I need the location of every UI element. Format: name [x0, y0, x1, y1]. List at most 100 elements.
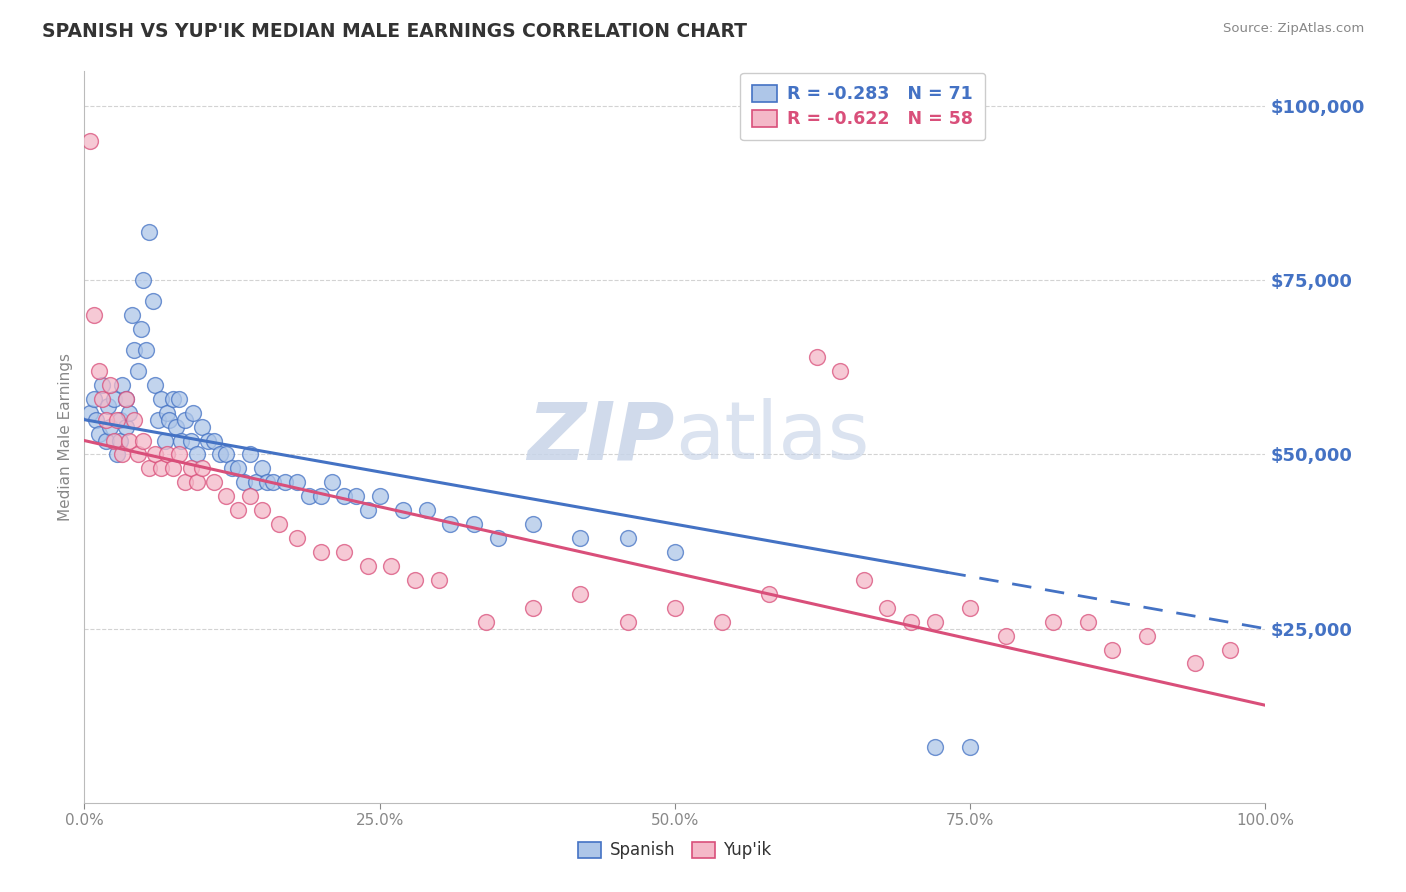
Point	[143, 448, 166, 462]
Point	[245, 475, 267, 490]
Point	[852, 573, 875, 587]
Point	[173, 412, 195, 426]
Point	[1136, 629, 1159, 643]
Point	[157, 412, 180, 426]
Point	[226, 461, 249, 475]
Point	[127, 448, 149, 462]
Point	[180, 461, 202, 475]
Point	[118, 406, 141, 420]
Point	[357, 558, 380, 573]
Point	[142, 294, 165, 309]
Point	[114, 392, 136, 406]
Point	[285, 531, 308, 545]
Text: Source: ZipAtlas.com: Source: ZipAtlas.com	[1223, 22, 1364, 36]
Point	[924, 615, 946, 629]
Text: SPANISH VS YUP'IK MEDIAN MALE EARNINGS CORRELATION CHART: SPANISH VS YUP'IK MEDIAN MALE EARNINGS C…	[42, 22, 747, 41]
Point	[404, 573, 426, 587]
Point	[135, 343, 157, 357]
Point	[197, 434, 219, 448]
Point	[107, 412, 129, 426]
Point	[250, 461, 273, 475]
Point	[616, 531, 638, 545]
Point	[114, 392, 136, 406]
Point	[98, 377, 121, 392]
Point	[758, 587, 780, 601]
Point	[1184, 657, 1206, 671]
Point	[129, 322, 152, 336]
Point	[309, 545, 332, 559]
Point	[226, 503, 249, 517]
Point	[156, 448, 179, 462]
Point	[121, 308, 143, 322]
Point	[180, 434, 202, 448]
Point	[221, 461, 243, 475]
Point	[1101, 642, 1123, 657]
Point	[522, 600, 544, 615]
Point	[98, 419, 121, 434]
Point	[900, 615, 922, 629]
Point	[79, 406, 101, 420]
Point	[439, 517, 461, 532]
Point	[91, 377, 114, 392]
Point	[108, 412, 131, 426]
Point	[146, 412, 169, 426]
Point	[108, 434, 131, 448]
Point	[150, 461, 173, 475]
Point	[250, 503, 273, 517]
Point	[118, 434, 141, 448]
Point	[285, 475, 308, 490]
Point	[94, 412, 117, 426]
Point	[486, 531, 509, 545]
Point	[83, 392, 105, 406]
Point	[181, 406, 204, 420]
Legend: Spanish, Yup'ik: Spanish, Yup'ik	[569, 833, 780, 868]
Point	[167, 448, 190, 462]
Point	[274, 475, 297, 490]
Point	[215, 489, 238, 503]
Point	[994, 629, 1017, 643]
Point	[392, 503, 415, 517]
Point	[333, 545, 356, 559]
Point	[924, 740, 946, 755]
Point	[239, 448, 262, 462]
Point	[876, 600, 898, 615]
Text: ZIP: ZIP	[527, 398, 675, 476]
Point	[191, 461, 214, 475]
Point	[309, 489, 332, 503]
Point	[167, 392, 190, 406]
Point	[150, 392, 173, 406]
Point	[132, 434, 155, 448]
Point	[162, 461, 184, 475]
Point	[186, 448, 208, 462]
Point	[138, 461, 160, 475]
Point	[664, 600, 686, 615]
Point	[569, 531, 592, 545]
Point	[463, 517, 485, 532]
Point	[87, 426, 110, 441]
Point	[153, 434, 176, 448]
Point	[1042, 615, 1064, 629]
Point	[1219, 642, 1241, 657]
Point	[416, 503, 439, 517]
Point	[84, 412, 107, 426]
Point	[357, 503, 380, 517]
Point	[111, 448, 134, 462]
Point	[1077, 615, 1099, 629]
Point	[256, 475, 278, 490]
Y-axis label: Median Male Earnings: Median Male Earnings	[58, 353, 73, 521]
Point	[103, 392, 125, 406]
Point	[97, 399, 120, 413]
Point	[162, 392, 184, 406]
Point	[87, 364, 110, 378]
Point	[166, 419, 188, 434]
Point	[269, 517, 291, 532]
Point	[380, 558, 402, 573]
Point	[103, 434, 125, 448]
Point	[711, 615, 734, 629]
Point	[122, 343, 145, 357]
Point	[239, 489, 262, 503]
Point	[170, 434, 193, 448]
Point	[616, 615, 638, 629]
Point	[298, 489, 321, 503]
Point	[830, 364, 852, 378]
